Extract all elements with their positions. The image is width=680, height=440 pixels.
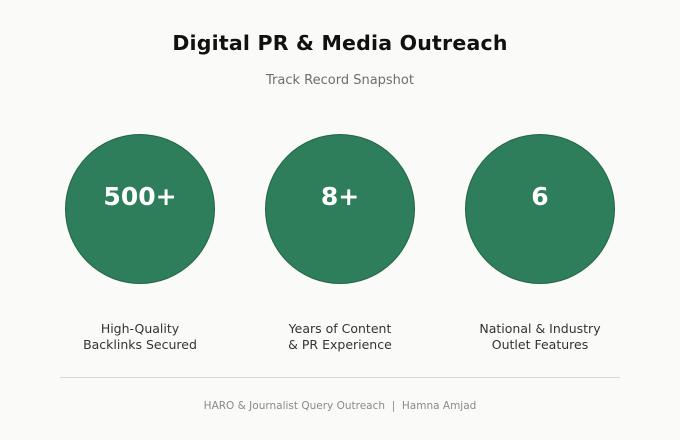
stat-label-line: Years of Content [288,321,392,336]
page-title: Digital PR & Media Outreach [172,31,508,55]
stat-label-line: Outlet Features [491,337,589,352]
stat-value: 8+ [320,182,360,211]
page-subtitle: Track Record Snapshot [266,73,414,88]
stat-circle: 8+ [265,134,415,284]
divider [60,377,620,378]
stat-label-line: Backlinks Secured [83,337,197,352]
stat-label-line: High-Quality [100,321,180,336]
stat-label: Years of Content & PR Experience [240,321,440,353]
stat-label-line: National & Industry [479,321,601,336]
stat-value: 500+ [103,182,177,211]
stat-value: 6 [531,182,549,211]
footer-credit: HARO & Journalist Query Outreach | Hamna… [203,400,477,412]
stat-label: National & Industry Outlet Features [440,321,640,353]
stat-label: High-Quality Backlinks Secured [40,321,240,353]
stat-features: 6 National & Industry Outlet Features [440,134,640,353]
stat-circle: 500+ [65,134,215,284]
stat-circle: 6 [465,134,615,284]
stat-backlinks: 500+ High-Quality Backlinks Secured [40,134,240,353]
stat-experience: 8+ Years of Content & PR Experience [240,134,440,353]
stat-label-line: & PR Experience [288,337,392,352]
